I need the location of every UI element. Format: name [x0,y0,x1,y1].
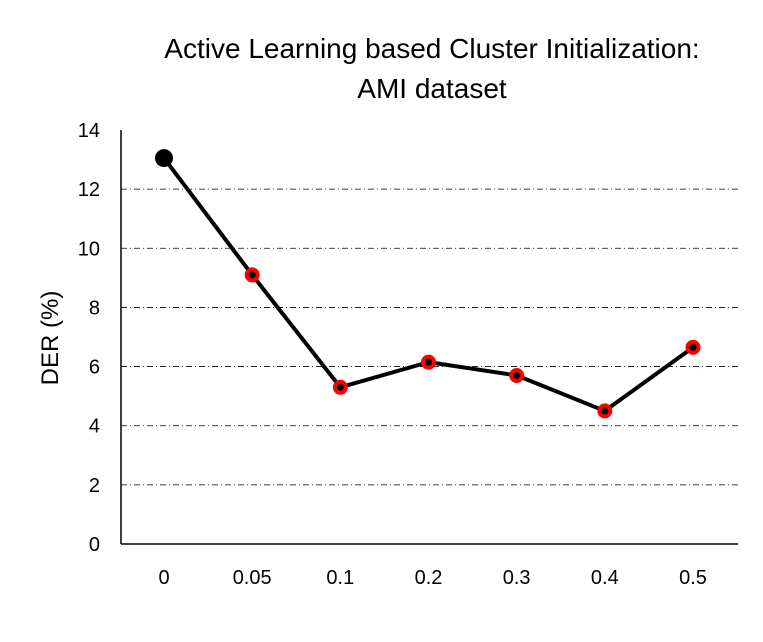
axes [120,130,738,545]
series-line-group [162,156,695,413]
y-tick-labels: 0 2 4 6 8 10 12 14 [78,120,100,556]
y-tick-label: 6 [89,357,100,379]
y-tick-label: 0 [89,534,100,556]
y-axis-label: DER (%) [37,291,64,386]
y-tick-label: 14 [78,120,100,142]
data-point [421,354,436,370]
x-tick-label: 0.4 [591,567,619,589]
data-points [155,149,701,419]
gridlines [121,188,738,486]
x-tick-label: 0.3 [503,567,531,589]
y-tick-label: 8 [89,297,100,319]
y-tick-label: 2 [89,475,100,497]
data-point [509,367,525,383]
y-tick-label: 10 [78,238,100,260]
x-tick-label: 0.5 [679,567,707,589]
chart-subtitle: AMI dataset [357,73,507,104]
x-tick-label: 0 [158,567,169,589]
x-tick-label: 0.1 [326,567,354,589]
x-tick-label: 0.05 [233,567,272,589]
data-point [332,379,348,395]
x-tick-labels: 0 0.05 0.1 0.2 0.3 0.4 0.5 [158,567,706,589]
y-tick-label: 4 [89,416,100,438]
data-point [155,149,173,168]
chart-title: Active Learning based Cluster Initializa… [164,33,699,64]
data-point [685,339,701,355]
y-tick-label: 12 [78,179,100,201]
data-point [244,267,260,283]
data-point [597,403,613,419]
series-line [162,156,695,413]
x-tick-label: 0.2 [415,567,443,589]
